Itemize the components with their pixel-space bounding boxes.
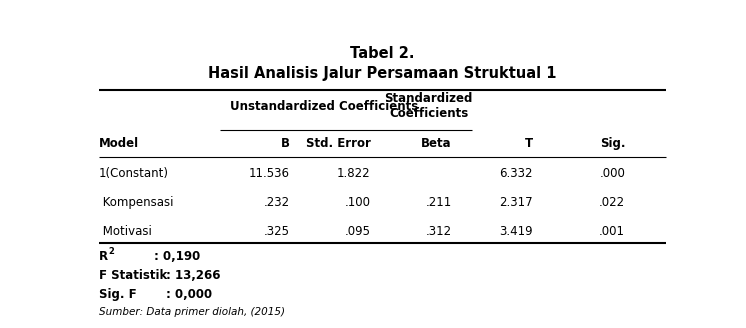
Text: Hasil Analisis Jalur Persamaan Struktual 1: Hasil Analisis Jalur Persamaan Struktual… <box>208 66 557 81</box>
Text: .232: .232 <box>263 196 290 209</box>
Text: T: T <box>524 136 533 150</box>
Text: .001: .001 <box>599 225 625 238</box>
Text: : 0,190: : 0,190 <box>154 250 200 263</box>
Text: .211: .211 <box>425 196 451 209</box>
Text: Unstandardized Coefficients: Unstandardized Coefficients <box>231 100 419 113</box>
Text: : 0,000: : 0,000 <box>166 288 212 301</box>
Text: Standardized
Coefficients: Standardized Coefficients <box>384 92 473 120</box>
Text: Tabel 2.: Tabel 2. <box>350 46 415 61</box>
Text: 6.332: 6.332 <box>499 167 533 180</box>
Text: 1.822: 1.822 <box>337 167 371 180</box>
Text: R: R <box>99 250 108 263</box>
Text: 3.419: 3.419 <box>499 225 533 238</box>
Text: Sig.: Sig. <box>600 136 625 150</box>
Text: Kompensasi: Kompensasi <box>99 196 174 209</box>
Text: Std. Error: Std. Error <box>306 136 371 150</box>
Text: 1(Constant): 1(Constant) <box>99 167 169 180</box>
Text: Sig. F: Sig. F <box>99 288 137 301</box>
Text: 11.536: 11.536 <box>249 167 290 180</box>
Text: .325: .325 <box>264 225 290 238</box>
Text: Beta: Beta <box>421 136 451 150</box>
Text: B: B <box>280 136 290 150</box>
Text: 2.317: 2.317 <box>499 196 533 209</box>
Text: F Statistik: F Statistik <box>99 269 167 282</box>
Text: Motivasi: Motivasi <box>99 225 152 238</box>
Text: .095: .095 <box>345 225 371 238</box>
Text: .312: .312 <box>425 225 451 238</box>
Text: 2: 2 <box>108 247 114 256</box>
Text: .100: .100 <box>345 196 371 209</box>
Text: Model: Model <box>99 136 140 150</box>
Text: Sumber: Data primer diolah, (2015): Sumber: Data primer diolah, (2015) <box>99 307 285 317</box>
Text: : 13,266: : 13,266 <box>166 269 220 282</box>
Text: .022: .022 <box>599 196 625 209</box>
Text: .000: .000 <box>599 167 625 180</box>
